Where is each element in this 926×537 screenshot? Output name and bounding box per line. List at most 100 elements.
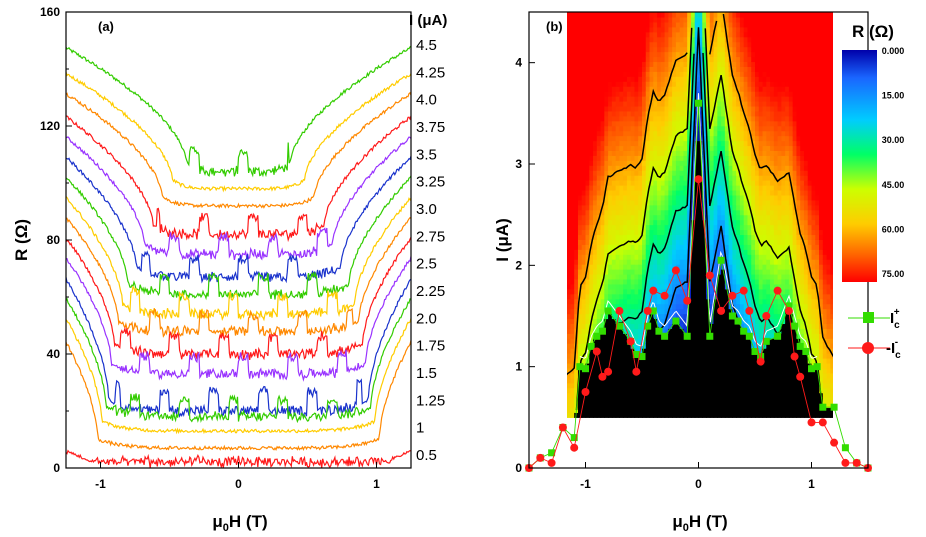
heatmap-cell <box>781 234 786 240</box>
heatmap-cell <box>736 229 741 236</box>
heatmap-cell <box>777 308 782 315</box>
heatmap-cell <box>649 264 654 270</box>
heatmap-cell <box>619 343 624 349</box>
heatmap-cell <box>623 303 628 310</box>
heatmap-cell <box>706 41 711 48</box>
heatmap-cell <box>698 269 703 275</box>
heatmap-cell <box>608 71 613 77</box>
heatmap-cell <box>766 26 771 33</box>
heatmap-cell <box>773 234 779 240</box>
heatmap-cell <box>713 71 718 77</box>
heatmap-cell <box>611 239 617 245</box>
heatmap-cell <box>615 86 620 92</box>
heatmap-cell <box>762 140 767 147</box>
heatmap-cell <box>781 293 786 300</box>
heatmap-cell <box>645 130 651 137</box>
heatmap-cell <box>690 91 696 97</box>
heatmap-cell <box>751 377 756 384</box>
heatmap-cell <box>675 189 681 196</box>
heatmap-cell <box>758 264 764 270</box>
heatmap-cell <box>721 229 726 236</box>
heatmap-cell <box>724 91 730 97</box>
heatmap-cell <box>626 76 632 82</box>
heatmap-cell <box>664 194 669 201</box>
heatmap-cell <box>736 21 741 28</box>
heatmap-cell <box>758 86 764 92</box>
heatmap-cell <box>732 41 737 48</box>
heatmap-cell <box>600 244 605 250</box>
heatmap-cell <box>777 41 782 48</box>
heatmap-cell <box>751 140 756 147</box>
heatmap-cell <box>577 402 583 409</box>
heatmap-cell <box>739 362 745 369</box>
heatmap-cell <box>755 199 760 206</box>
heatmap-cell <box>608 224 613 231</box>
panel-a-curve-2.0 <box>66 256 411 382</box>
heatmap-cell <box>698 328 703 334</box>
heatmap-cell <box>567 219 568 226</box>
heatmap-cell <box>623 397 628 404</box>
heatmap-cell <box>608 66 613 72</box>
heatmap-cell <box>736 51 741 58</box>
heatmap-cell <box>596 224 602 231</box>
heatmap-cell <box>623 328 628 334</box>
heatmap-cell <box>679 150 685 156</box>
heatmap-cell <box>698 41 703 48</box>
heatmap-cell <box>724 244 730 250</box>
heatmap-cell <box>706 224 711 231</box>
heatmap-cell <box>758 348 764 354</box>
heatmap-cell <box>736 130 741 137</box>
heatmap-cell <box>660 41 666 48</box>
heatmap-cell <box>642 66 647 72</box>
heatmap-cell <box>739 185 745 191</box>
heatmap-cell <box>679 249 685 255</box>
heatmap-cell <box>585 26 590 33</box>
heatmap-cell <box>675 100 681 107</box>
heatmap-cell <box>608 26 613 33</box>
heatmap-cell <box>589 372 594 379</box>
heatmap-cell <box>687 397 692 404</box>
heatmap-cell <box>596 150 602 156</box>
heatmap-cell <box>679 254 685 260</box>
heatmap-cell <box>732 219 737 226</box>
heatmap-cell <box>634 100 639 107</box>
heatmap-cell <box>755 387 760 394</box>
heatmap-cell <box>567 110 572 117</box>
heatmap-cell <box>721 348 726 354</box>
heatmap-cell <box>585 150 590 156</box>
heatmap-cell <box>721 224 726 231</box>
heatmap-cell <box>739 81 745 87</box>
heatmap-cell <box>593 298 598 305</box>
heatmap-cell <box>758 41 764 48</box>
heatmap-cell <box>766 343 771 349</box>
heatmap-cell <box>664 81 669 87</box>
heatmap-cell <box>649 91 654 97</box>
heatmap-cell <box>728 308 733 315</box>
heatmap-cell <box>619 145 624 151</box>
heatmap-cell <box>687 328 692 334</box>
heatmap-cell <box>630 278 636 285</box>
heatmap-cell <box>596 81 602 87</box>
heatmap-cell <box>626 392 632 399</box>
heatmap-cell <box>698 397 703 404</box>
heatmap-cell <box>694 392 700 399</box>
heatmap-cell <box>660 303 666 310</box>
heatmap-cell <box>623 145 628 151</box>
heatmap-cell <box>706 358 711 364</box>
heatmap-cell <box>567 16 572 23</box>
heatmap-cell <box>739 194 745 201</box>
heatmap-cell <box>679 81 685 87</box>
heatmap-cell <box>773 105 779 112</box>
heatmap-cell <box>732 170 737 176</box>
heatmap-cell <box>570 185 575 191</box>
heatmap-cell <box>668 36 673 43</box>
heatmap-cell <box>679 155 685 161</box>
heatmap-cell <box>736 377 741 384</box>
heatmap-cell <box>781 46 786 53</box>
heatmap-cell <box>585 402 590 409</box>
heatmap-cell <box>785 66 790 72</box>
heatmap-cell <box>581 56 587 63</box>
heatmap-cell <box>608 407 613 413</box>
heatmap-cell <box>642 16 647 23</box>
heatmap-cell <box>770 41 775 48</box>
